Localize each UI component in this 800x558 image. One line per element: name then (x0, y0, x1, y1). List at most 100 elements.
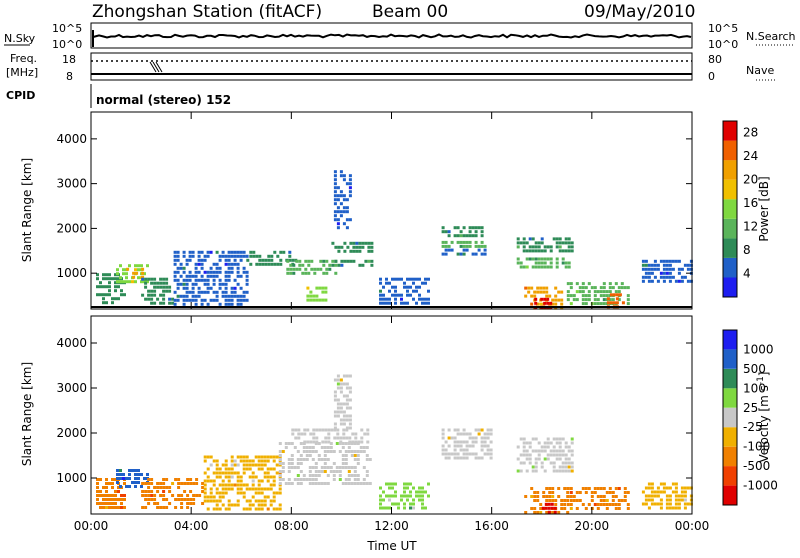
heatmap-cell (534, 241, 538, 245)
heatmap-cell (260, 467, 264, 471)
heatmap-cell (249, 250, 253, 254)
heatmap-cell (206, 254, 210, 258)
heatmap-cell (474, 428, 478, 432)
heatmap-cell (224, 270, 228, 274)
y-tick-label: 3000 (56, 177, 87, 191)
heatmap-cell (558, 453, 562, 457)
heatmap-cell (477, 432, 481, 436)
heatmap-cell (674, 259, 678, 263)
heatmap-cell (599, 290, 603, 294)
heatmap-cell (543, 245, 547, 249)
heatmap-cell (295, 267, 299, 271)
heatmap-cell (527, 290, 531, 294)
heatmap-cell (480, 240, 484, 244)
heatmap-cell (347, 450, 351, 453)
heatmap-cell (197, 258, 201, 262)
heatmap-cell (611, 491, 615, 494)
heatmap-cell (397, 506, 400, 510)
heatmap-cell (324, 428, 328, 432)
heatmap-cell (406, 293, 409, 297)
heatmap-cell (239, 258, 243, 262)
power-heatmap-cells (96, 170, 693, 310)
heatmap-cell (327, 428, 331, 432)
heatmap-cell (236, 475, 240, 479)
heatmap-cell (218, 282, 222, 286)
heatmap-cell (365, 454, 369, 457)
heatmap-cell (614, 503, 618, 506)
heatmap-region (141, 478, 205, 509)
heatmap-cell (557, 511, 561, 514)
heatmap-cell (176, 258, 180, 262)
heatmap-cell (348, 174, 352, 178)
heatmap-cell (105, 478, 108, 481)
heatmap-cell (379, 486, 382, 490)
heatmap-cell (316, 267, 320, 271)
heatmap-cell (549, 453, 553, 457)
heatmap-cell (230, 294, 234, 298)
heatmap-cell (281, 478, 285, 481)
heatmap-cell (218, 254, 222, 258)
heatmap-cell (659, 482, 663, 486)
heatmap-cell (353, 454, 357, 457)
heatmap-cell (480, 456, 484, 460)
heatmap-cell (258, 254, 262, 258)
heatmap-cell (623, 487, 627, 490)
heatmap-region (331, 259, 374, 267)
heatmap-cell (560, 503, 564, 506)
heatmap-cell (143, 272, 146, 276)
heatmap-cell (120, 502, 123, 505)
heatmap-cell (424, 281, 427, 285)
heatmap-cell (680, 486, 684, 490)
heatmap-cell (347, 466, 351, 469)
heatmap-cell (311, 474, 315, 477)
heatmap-cell (626, 286, 630, 290)
heatmap-cell (551, 302, 555, 306)
heatmap-cell (662, 271, 666, 275)
heatmap-cell (137, 473, 140, 476)
x-tick-label: 08:00 (274, 519, 309, 533)
heatmap-cell (291, 258, 295, 262)
heatmap-cell (206, 455, 210, 459)
heatmap-cell (221, 479, 225, 483)
heatmap-cell (400, 301, 403, 305)
heatmap-cell (566, 503, 570, 506)
heatmap-cell (345, 382, 349, 386)
heatmap-cell (617, 286, 621, 290)
heatmap-cell (406, 486, 409, 490)
heatmap-cell (317, 458, 321, 461)
heatmap-cell (224, 459, 228, 463)
heatmap-cell (680, 494, 684, 498)
heatmap-cell (125, 280, 128, 284)
heatmap-cell (483, 436, 487, 440)
heatmap-cell (249, 262, 253, 266)
nave-label: Nave (746, 64, 774, 77)
heatmap-cell (459, 244, 463, 248)
heatmap-cell (569, 294, 573, 298)
heatmap-cell (546, 457, 550, 461)
heatmap-cell (333, 414, 337, 418)
colorbar-swatch (723, 238, 737, 258)
heatmap-cell (557, 298, 561, 302)
heatmap-cell (662, 490, 666, 494)
heatmap-cell (555, 241, 559, 245)
heatmap-cell (546, 441, 550, 445)
heatmap-cell (540, 449, 544, 453)
heatmap-cell (206, 495, 210, 499)
heatmap-cell (141, 482, 145, 485)
heatmap-cell (324, 436, 328, 440)
heatmap-cell (194, 294, 198, 298)
heatmap-cell (239, 302, 243, 306)
heatmap-cell (680, 490, 684, 494)
heatmap-cell (339, 390, 343, 394)
heatmap-cell (177, 498, 181, 501)
heatmap-cell (140, 473, 143, 476)
heatmap-cell (203, 487, 207, 491)
heatmap-cell (421, 281, 424, 285)
heatmap-cell (572, 499, 576, 502)
heatmap-cell (534, 245, 538, 249)
heatmap-cell (176, 266, 180, 270)
heatmap-cell (394, 285, 397, 289)
colorbar-swatch (723, 446, 737, 467)
heatmap-cell (176, 254, 180, 258)
